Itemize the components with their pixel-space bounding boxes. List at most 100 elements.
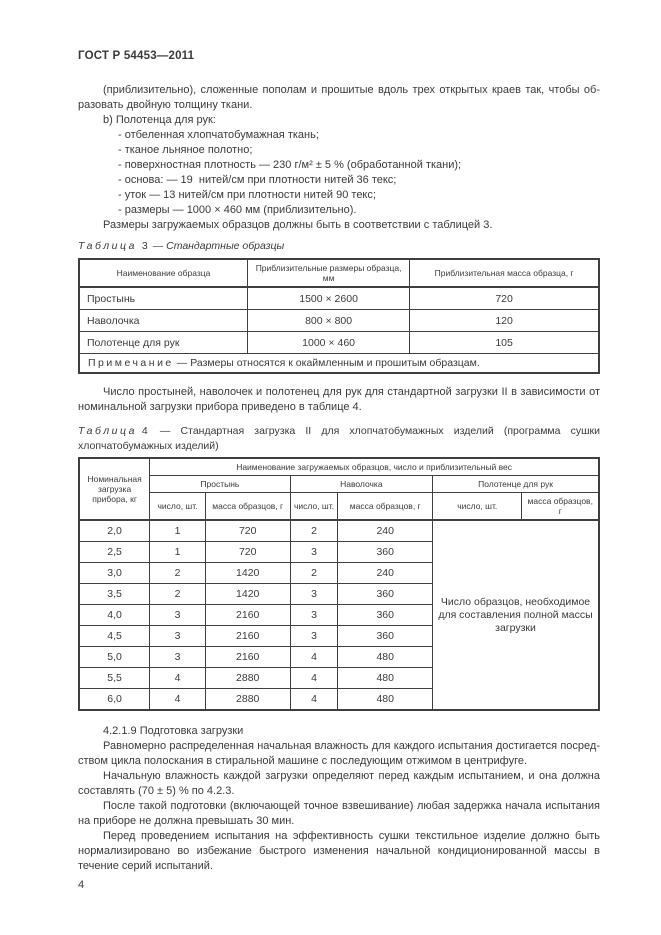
table-cell: 1420 xyxy=(204,562,291,584)
table-cell: 1500 × 2600 xyxy=(246,286,411,310)
table-cell: 5,0 xyxy=(78,646,151,668)
note-text: — Размеры относятся к окаймленным и прош… xyxy=(176,357,480,369)
table3-header-row: Наименование образца Приблизительные раз… xyxy=(78,258,600,288)
table3-header-size: Приблизительные размеры образца, мм xyxy=(246,258,411,288)
table3-header-mass: Приблизительная масса образца, г xyxy=(409,258,600,288)
table-row: 4,0 3 2160 3 360 xyxy=(78,604,599,626)
table-cell: 3,0 xyxy=(78,562,151,584)
table4-caption-word: Таблица xyxy=(78,425,137,437)
table-cell: 240 xyxy=(337,519,434,542)
table-cell: 360 xyxy=(337,583,434,605)
table-row: Простынь 1500 × 2600 720 xyxy=(78,286,600,310)
table-row: Наволочка 800 × 800 120 xyxy=(78,309,600,332)
doc-code: ГОСТ Р 54453—2011 xyxy=(78,50,195,62)
table-cell: 2 xyxy=(149,562,206,584)
table-cell: 480 xyxy=(337,688,434,711)
table-cell: 2 xyxy=(289,519,339,542)
table3-caption-number: 3 xyxy=(141,240,148,252)
table-cell: 3 xyxy=(289,604,339,626)
table-cell: 4 xyxy=(289,688,339,711)
table3-note: Примечание — Размеры относятся к окаймлен… xyxy=(78,353,600,374)
table4-header-row: Номинальная загрузка прибора, кг Наимено… xyxy=(78,457,600,521)
table-row: 3,0 2 1420 2 240 xyxy=(78,562,599,584)
paragraph-sizes: Размеры загружаемых образцов должны быть… xyxy=(103,219,493,231)
paragraph: Равномерно распределенная начальная влаж… xyxy=(78,740,600,767)
table-cell: 2160 xyxy=(204,646,291,668)
body-text-bottom: 4.2.1.9 Подготовка загрузки Равномерно р… xyxy=(78,724,600,874)
spec-list: - отбеленная хлопчатобумажная ткань; - т… xyxy=(78,128,600,218)
table-cell: 2880 xyxy=(204,667,291,689)
table4-merged-note: Число образцов, необходи­мое для составл… xyxy=(432,519,600,711)
table4-caption: Таблица 4 — Стандартная загрузка II для х… xyxy=(78,424,600,454)
table-cell: Простынь xyxy=(78,286,248,310)
section-heading: 4.2.1.9 Подготовка загрузки xyxy=(103,725,244,737)
table4-header-nominal-load: Номинальная загрузка прибора, кг xyxy=(78,457,151,521)
list-item: - размеры — 1000 × 460 мм (приблизительн… xyxy=(118,204,357,216)
list-item: - основа: — 19 нитей/см при плотности ни… xyxy=(118,174,397,186)
table-row: Полотенце для рук 1000 × 460 105 xyxy=(78,331,600,354)
table3-standard-samples: Наименование образца Приблизительные раз… xyxy=(78,258,600,374)
list-item: - тканое льняное полотно; xyxy=(118,144,253,156)
page-number: 4 xyxy=(78,879,85,891)
list-item: - уток — 13 нитей/см при плотности нитей… xyxy=(118,189,376,201)
table-row: 2,0 1 720 2 240 Число образцов, необходи… xyxy=(78,519,600,711)
paragraph: После такой подготовки (включающей точно… xyxy=(78,800,600,827)
table4-units-row: число, шт. масса образцов, г число, шт. … xyxy=(79,492,600,521)
list-item: - отбеленная хлопчатобумажная ткань; xyxy=(118,129,319,141)
paragraph: Перед проведением испытания на эффективн… xyxy=(78,830,600,872)
table4-subheader-row: Простынь Наволочка Полотенце для рук xyxy=(79,475,600,493)
table-cell: 3,5 xyxy=(78,583,151,605)
table4-caption-title: — Стандартная загрузка II для хлопчатобу… xyxy=(78,425,600,452)
table-cell: 4 xyxy=(289,646,339,668)
table3-caption-title: — Стандартные образцы xyxy=(152,240,285,252)
item-b-heading: b) Полотенца для рук: xyxy=(103,114,216,126)
body-text-top: (приблизительно), сложенные пополам и пр… xyxy=(78,83,600,233)
table4-header-count: число, шт. xyxy=(289,492,339,521)
table-row: 5,5 4 2880 4 480 xyxy=(78,667,599,689)
table-cell: 360 xyxy=(337,541,434,563)
table-cell: 2880 xyxy=(204,688,291,711)
table4-caption-number: 4 xyxy=(141,425,148,437)
table-cell: 3 xyxy=(289,541,339,563)
list-item: - поверхностная плотность — 230 г/м² ± 5… xyxy=(118,159,462,171)
table-cell: 480 xyxy=(337,667,434,689)
table-cell: 360 xyxy=(337,625,434,647)
table4-header-pillowcase: Наволочка xyxy=(289,475,434,493)
table-cell: 4 xyxy=(149,667,206,689)
table-row: 5,0 3 2160 4 480 xyxy=(78,646,599,668)
table-cell: Наволочка xyxy=(78,309,248,332)
table-cell: 240 xyxy=(337,562,434,584)
table-cell: 720 xyxy=(204,519,291,542)
table-cell: 6,0 xyxy=(78,688,151,711)
table-cell: 4 xyxy=(289,667,339,689)
table-cell: 2 xyxy=(289,562,339,584)
table-cell: 720 xyxy=(204,541,291,563)
table-cell: 2160 xyxy=(204,625,291,647)
table4-standard-load: Номинальная загрузка прибора, кг Наимено… xyxy=(78,457,600,711)
table-cell: 800 × 800 xyxy=(246,309,411,332)
table-cell: 5,5 xyxy=(78,667,151,689)
table4-header-count: число, шт. xyxy=(149,492,206,521)
table-cell: 720 xyxy=(409,286,600,310)
table4-header-mass: масса образцов, г xyxy=(337,492,434,521)
note-word: Примечание xyxy=(88,357,174,369)
table-row: 6,0 4 2880 4 480 xyxy=(78,688,599,711)
table-cell: 2 xyxy=(149,583,206,605)
table-cell: 4,5 xyxy=(78,625,151,647)
table-cell: 105 xyxy=(409,331,600,354)
paragraph: Начальную влажность каждой загрузки опре… xyxy=(78,770,600,797)
table-cell: 4,0 xyxy=(78,604,151,626)
table-cell: Полотенце для рук xyxy=(78,331,248,354)
table-cell: 2,0 xyxy=(78,519,151,542)
table-cell: 360 xyxy=(337,604,434,626)
table3-caption: Таблица 3 — Стандартные образцы xyxy=(78,239,600,254)
table-cell: 1420 xyxy=(204,583,291,605)
table-cell: 1000 × 460 xyxy=(246,331,411,354)
table4-header-mass: масса образцов, г xyxy=(521,492,600,521)
table3-caption-word: Таблица xyxy=(78,240,137,252)
table-cell: 3 xyxy=(289,583,339,605)
table-cell: 1 xyxy=(149,541,206,563)
table4-header-group: Наименование загружаемых образцов, число… xyxy=(149,457,600,476)
table-cell: 2160 xyxy=(204,604,291,626)
